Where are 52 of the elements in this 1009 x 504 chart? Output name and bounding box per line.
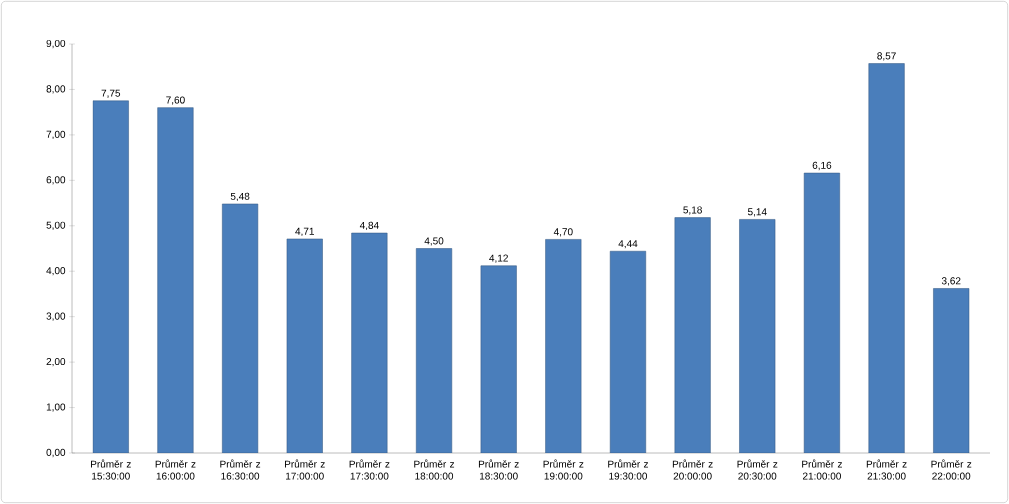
- y-tick-label: 6,00: [46, 176, 66, 185]
- x-tick-label: Průměr z 19:30:00: [608, 459, 649, 480]
- bar: [803, 172, 840, 453]
- bar: [545, 239, 582, 453]
- y-tick-label: 1,00: [46, 403, 66, 412]
- bar: [286, 238, 323, 453]
- data-label: 8,57: [877, 52, 896, 61]
- bar: [933, 288, 970, 453]
- data-label: 4,70: [553, 228, 573, 237]
- x-tick-label: Průměr z 18:30:00: [478, 459, 519, 480]
- x-tick-label: Průměr z 20:30:00: [737, 459, 778, 480]
- x-tick-label: Průměr z 15:30:00: [91, 459, 131, 480]
- x-tick-label: Průměr z 17:00:00: [285, 459, 325, 480]
- x-tick-label: Průměr z 22:00:00: [931, 459, 972, 480]
- data-label: 4,44: [618, 240, 638, 249]
- y-tick-label: 8,00: [46, 85, 66, 94]
- x-tick-label: Průměr z 16:30:00: [220, 459, 261, 480]
- x-tick-label: Průměr z 17:30:00: [349, 459, 390, 480]
- bar: [739, 219, 776, 453]
- x-tick-label: Průměr z 20:00:00: [672, 459, 713, 480]
- x-tick-label: Průměr z 21:30:00: [866, 459, 907, 480]
- data-label: 4,71: [295, 227, 314, 237]
- bar: [480, 265, 517, 453]
- data-label: 4,84: [359, 221, 379, 231]
- bar: [222, 203, 259, 453]
- x-tick-label: Průměr z 21:00:00: [802, 459, 842, 480]
- x-tick-label: Průměr z 18:00:00: [414, 459, 455, 480]
- y-tick-label: 4,00: [46, 267, 66, 276]
- data-label: 6,16: [812, 161, 832, 171]
- bar: [674, 217, 711, 453]
- data-label: 5,18: [683, 206, 702, 215]
- data-label: 7,75: [101, 89, 121, 98]
- y-tick-label: 9,00: [46, 39, 66, 49]
- bar: [157, 107, 194, 453]
- x-tick-label: Průměr z 19:00:00: [543, 459, 584, 480]
- y-tick-label: 0,00: [46, 448, 66, 458]
- y-tick-label: 3,00: [46, 312, 66, 321]
- data-label: 3,62: [941, 277, 961, 286]
- bar: [868, 63, 905, 453]
- bar: [609, 250, 647, 453]
- bar: [351, 232, 388, 453]
- y-tick-label: 2,00: [46, 357, 66, 367]
- y-tick-label: 7,00: [46, 130, 66, 140]
- bar: [92, 100, 129, 453]
- data-label: 7,60: [166, 96, 185, 105]
- bar: [415, 248, 453, 453]
- data-label: 4,50: [424, 237, 444, 246]
- data-label: 4,12: [489, 254, 508, 263]
- data-label: 5,48: [230, 192, 250, 202]
- x-tick-label: Průměr z 16:00:00: [155, 459, 196, 480]
- data-label: 5,14: [747, 208, 767, 217]
- y-tick-label: 5,00: [46, 221, 66, 230]
